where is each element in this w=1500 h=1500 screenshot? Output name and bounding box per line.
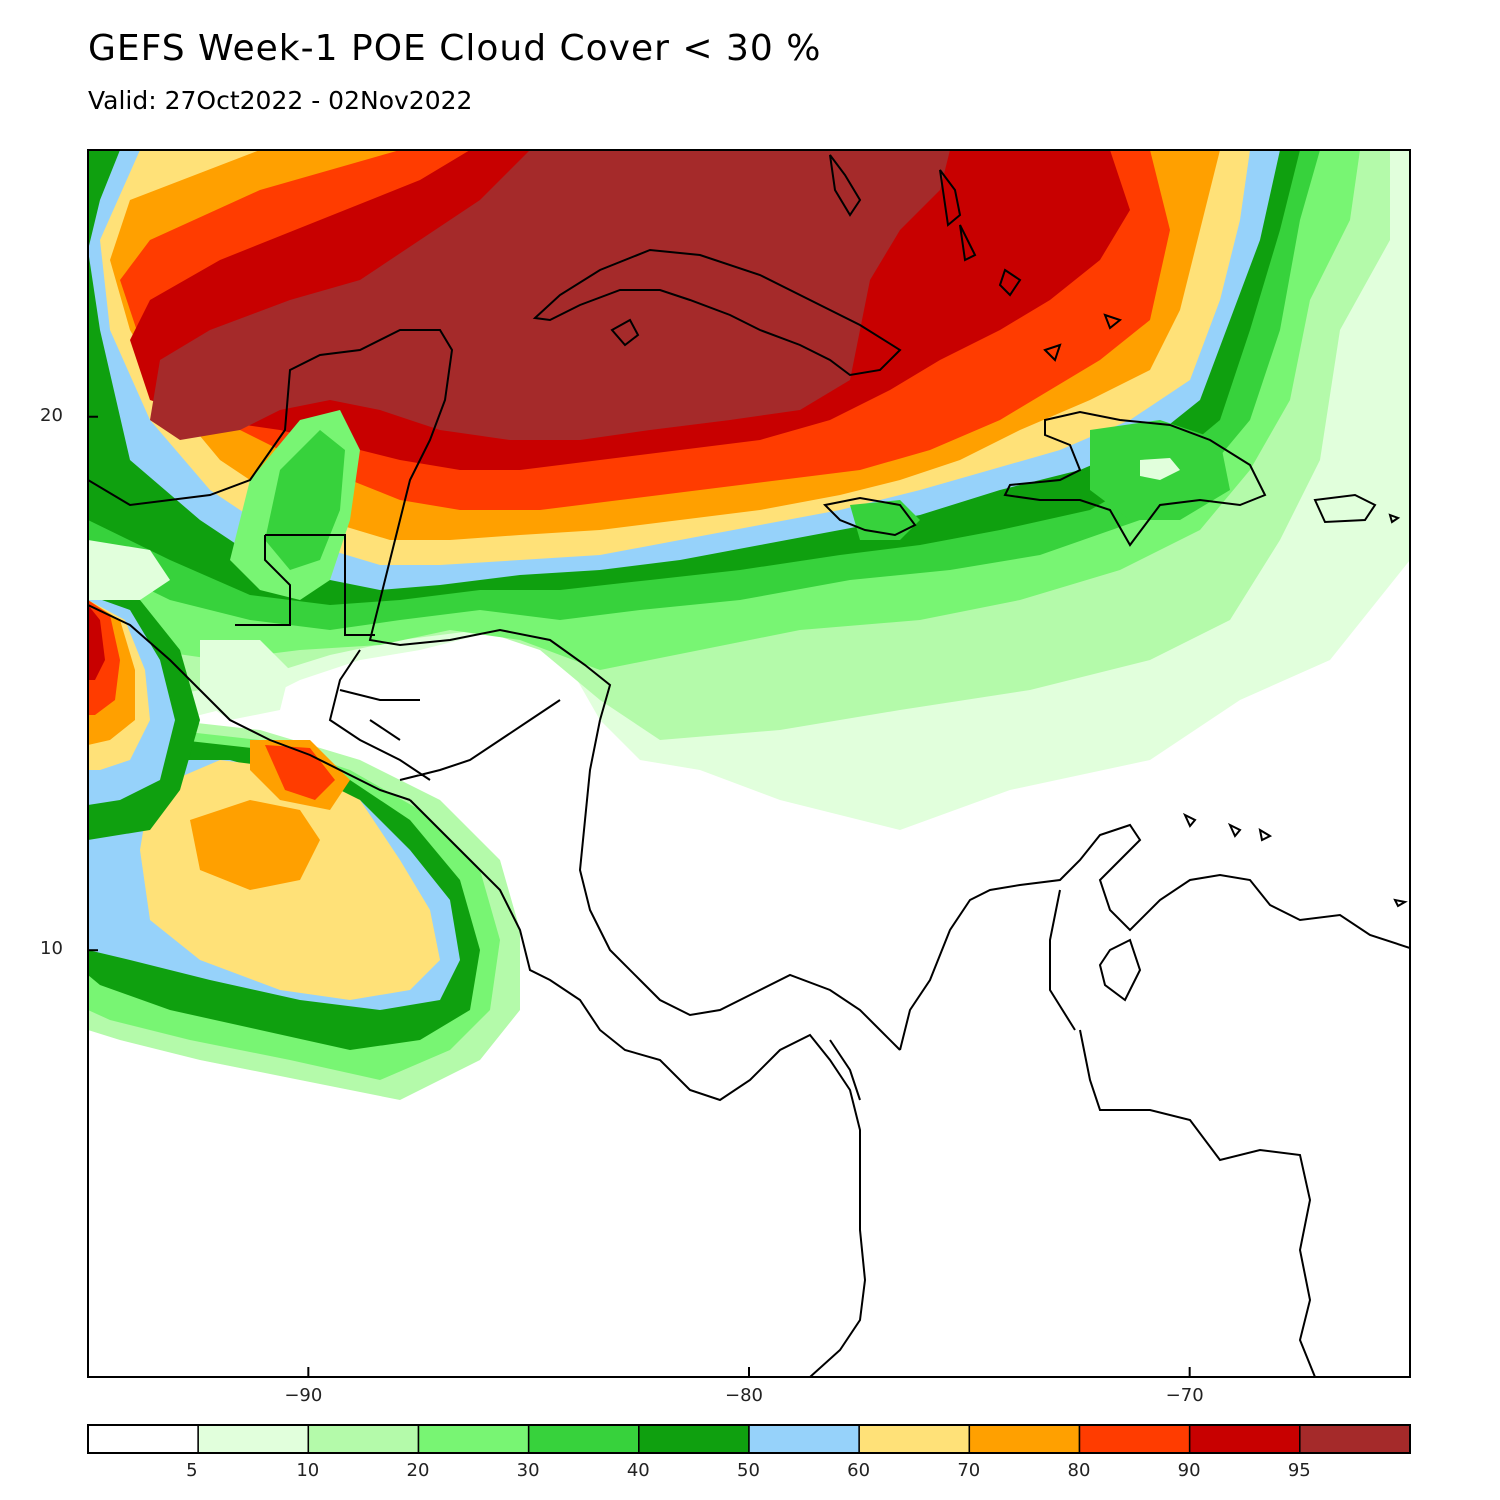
south-america-borders xyxy=(829,889,1316,1377)
lesser-antilles-dots xyxy=(1388,513,1408,908)
colorbar-swatch xyxy=(858,1424,971,1454)
colorbar-swatch xyxy=(638,1424,750,1454)
y-tick-label: 20 xyxy=(40,404,63,426)
mexico-gulf-coastline xyxy=(88,329,454,561)
colorbar-swatch xyxy=(968,1424,1081,1454)
coastline-layer xyxy=(88,154,1410,1377)
colorbar-label: 60 xyxy=(847,1460,871,1481)
colorbar-swatch xyxy=(748,1424,860,1454)
colorbar-label: 5 xyxy=(186,1460,198,1481)
colorbar-swatch xyxy=(197,1424,310,1454)
colorbar-label: 80 xyxy=(1067,1460,1091,1481)
guatemala-light-patch xyxy=(200,640,290,720)
colorbar-label: 70 xyxy=(957,1460,981,1481)
colorbar-swatch xyxy=(1078,1424,1191,1454)
probability-fill-layer xyxy=(88,150,1410,1377)
abc-islands xyxy=(1182,812,1273,842)
bahamas-island-d xyxy=(998,268,1022,297)
colorbar-label: 30 xyxy=(516,1460,540,1481)
colorbar-label: 10 xyxy=(296,1460,320,1481)
pacific-zone-orange-a xyxy=(190,800,320,890)
colorbar-swatch xyxy=(307,1424,420,1454)
bahamas-island-e xyxy=(1043,343,1062,362)
colombia-caribbean-coastline xyxy=(899,823,1410,1051)
jamaica-coastline xyxy=(822,496,917,537)
bahamas-island-a xyxy=(829,154,862,217)
map-title: GEFS Week-1 POE Cloud Cover < 30 % xyxy=(88,28,822,69)
pacific-mexico-coastline xyxy=(88,604,411,801)
bahamas-island-c xyxy=(959,224,977,262)
bahamas-island-b xyxy=(939,169,962,227)
colorbar-swatch xyxy=(87,1424,199,1454)
bahamas-island-f xyxy=(1103,313,1123,330)
colorbar-label: 40 xyxy=(626,1460,650,1481)
nicaragua-costarica-coastline xyxy=(578,719,901,1051)
isle-of-youth-coastline xyxy=(610,318,640,347)
x-tick-label: −90 xyxy=(284,1385,323,1406)
cuba-coastline xyxy=(532,248,902,377)
y-tick-label: 10 xyxy=(40,938,63,960)
colorbar xyxy=(87,1424,1411,1454)
colorbar-label: 90 xyxy=(1177,1460,1201,1481)
colorbar-swatch xyxy=(417,1424,530,1454)
colorbar-swatch xyxy=(527,1424,640,1454)
pacific-central-america-coastline xyxy=(409,799,867,1377)
colorbar-label: 20 xyxy=(406,1460,430,1481)
colorbar-outline xyxy=(87,1424,1411,1454)
zone-brown xyxy=(150,150,950,440)
colorbar-swatch xyxy=(1299,1424,1411,1454)
gulf-coast-light-patch xyxy=(88,540,170,600)
west-edge-dark-red xyxy=(88,605,105,680)
hispaniola-coastline xyxy=(1003,410,1267,547)
hispaniola-light-patch xyxy=(1140,458,1180,480)
x-tick-label: −70 xyxy=(1165,1385,1204,1406)
belize-honduras-coastline xyxy=(368,559,612,721)
x-tick-label: −80 xyxy=(725,1385,763,1406)
map-subtitle: Valid: 27Oct2022 - 02Nov2022 xyxy=(88,86,473,115)
colorbar-label: 50 xyxy=(737,1460,760,1481)
central-america-borders xyxy=(235,534,561,781)
colorbar-swatch xyxy=(1188,1424,1301,1454)
maracaibo-lake xyxy=(1098,938,1142,1002)
axis-ticks xyxy=(88,415,1191,1377)
puerto-rico-coastline xyxy=(1313,493,1377,524)
colorbar-label: 95 xyxy=(1287,1460,1311,1481)
